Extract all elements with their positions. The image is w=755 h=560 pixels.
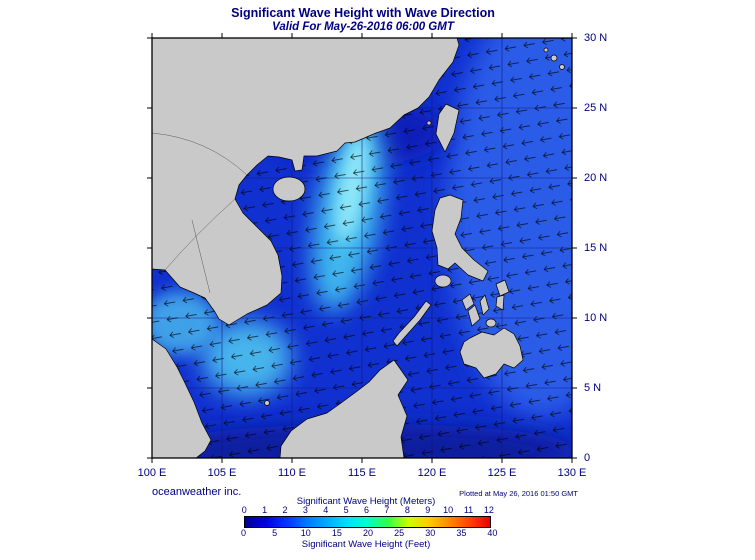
legend-feet-label: Significant Wave Height (Feet) — [301, 539, 431, 550]
meters-tick: 6 — [364, 505, 370, 515]
meters-tick: 11 — [463, 505, 474, 515]
lon-label-120e: 120 E — [417, 467, 447, 479]
oceanweather-credit: oceanweather inc. — [152, 486, 242, 498]
legend-meters-ticks: 0 1 2 3 4 5 6 7 8 9 10 11 12 — [234, 505, 499, 515]
feet-tick: 25 — [394, 528, 405, 538]
feet-tick: 30 — [425, 528, 436, 538]
lat-label-20n: 20 N — [584, 172, 608, 184]
lon-label-115e: 115 E — [348, 467, 376, 479]
lon-label-105e: 105 E — [207, 467, 237, 479]
legend-meters-label: Significant Wave Height (Meters) — [296, 496, 436, 507]
luzon-island — [431, 194, 489, 282]
meters-tick: 5 — [343, 505, 349, 515]
feet-tick: 5 — [272, 528, 278, 538]
country-borders — [152, 132, 248, 294]
feet-tick: 40 — [487, 528, 498, 538]
wave-map-canvas — [147, 33, 577, 463]
malay-peninsula — [152, 338, 212, 458]
meters-tick: 4 — [323, 505, 329, 515]
map-container — [146, 32, 578, 464]
mainland-asia — [152, 38, 460, 326]
meters-tick: 2 — [282, 505, 288, 515]
valid-time-subtitle: Valid For May-26-2016 06:00 GMT — [272, 21, 454, 33]
lon-label-110e: 110 E — [278, 467, 306, 479]
lat-label-0: 0 — [584, 452, 591, 464]
meters-tick: 1 — [262, 505, 268, 515]
lat-label-5n: 5 N — [584, 382, 602, 394]
meters-tick: 3 — [302, 505, 308, 515]
mindoro-island — [434, 274, 452, 288]
small-islands — [264, 47, 565, 406]
feet-tick: 10 — [300, 528, 311, 538]
visayas-islands — [461, 279, 510, 328]
borneo-island — [279, 359, 409, 458]
lat-label-30n: 30 N — [584, 32, 608, 44]
lon-label-125e: 125 E — [487, 467, 517, 479]
meters-tick: 10 — [443, 505, 454, 515]
hainan-island — [272, 176, 306, 202]
axis-ticks — [147, 33, 577, 463]
lat-label-25n: 25 N — [584, 102, 608, 114]
colorbar — [244, 516, 491, 528]
feet-tick: 20 — [362, 528, 373, 538]
taiwan-island — [435, 103, 460, 153]
meters-tick: 9 — [425, 505, 431, 515]
feet-tick: 15 — [331, 528, 342, 538]
lon-label-130e: 130 E — [557, 467, 587, 479]
page-title: Significant Wave Height with Wave Direct… — [231, 6, 495, 20]
land-layer — [152, 38, 565, 458]
lat-label-15n: 15 N — [584, 242, 608, 254]
plotted-timestamp: Plotted at May 26, 2016 01:50 GMT — [459, 489, 578, 498]
meters-tick: 12 — [483, 505, 494, 515]
feet-tick: 0 — [241, 528, 247, 538]
lon-label-100e: 100 E — [137, 467, 167, 479]
mindanao-island — [459, 327, 524, 379]
meters-tick: 7 — [384, 505, 390, 515]
meters-tick: 0 — [241, 505, 247, 515]
map-border — [151, 37, 573, 459]
palawan-island — [392, 300, 432, 347]
meters-tick: 8 — [404, 505, 410, 515]
feet-tick: 35 — [456, 528, 467, 538]
legend-feet-ticks: 0 5 10 15 20 25 30 35 40 — [228, 528, 508, 538]
lat-label-10n: 10 N — [584, 312, 608, 324]
